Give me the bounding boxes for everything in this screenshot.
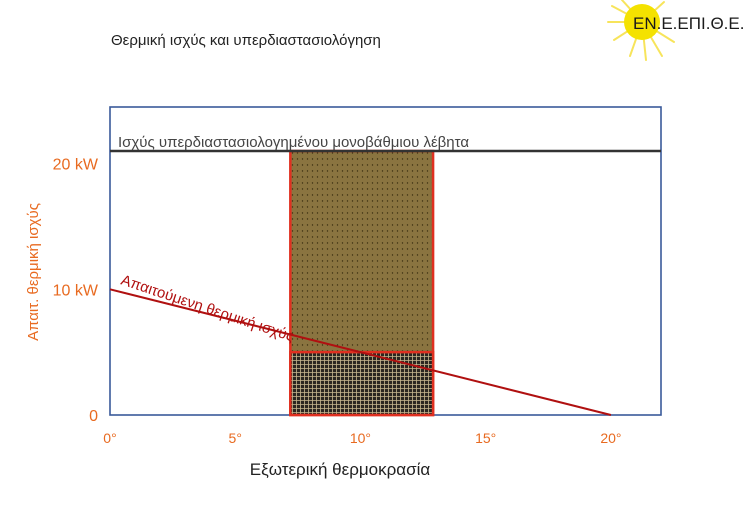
demand-line-label: Απαιτούμενη θερμική ισχύς [119, 272, 296, 346]
x-axis-title: Εξωτερική θερμοκρασία [250, 460, 431, 479]
demand-line [109, 288, 612, 416]
sun-icon [607, 0, 675, 61]
demand-band [289, 350, 435, 417]
boiler-capacity-label: Ισχύς υπερδιαστασιολογημένου μονοβάθμιου… [118, 134, 469, 151]
logo-text: ΕΝ.Ε.ΕΠΙ.Θ.Ε. [633, 14, 744, 33]
x-tick-label: 5° [229, 430, 242, 446]
y-tick-label: 10 kW [53, 282, 99, 299]
x-tick-label: 10° [350, 430, 371, 446]
x-tick-label: 0° [103, 430, 116, 446]
x-tick-label: 15° [475, 430, 496, 446]
logo: ΕΝ.Ε.ΕΠΙ.Θ.Ε. [607, 0, 744, 61]
slide-title: Θερμική ισχύς και υπερδιαστασιολόγηση [111, 32, 381, 49]
y-tick-label: 20 kW [53, 157, 99, 174]
y-tick-label: 0 [89, 408, 98, 425]
y-axis-title: Απαιτ. θερμική ισχύς [25, 203, 42, 341]
x-tick-label: 20° [600, 430, 621, 446]
